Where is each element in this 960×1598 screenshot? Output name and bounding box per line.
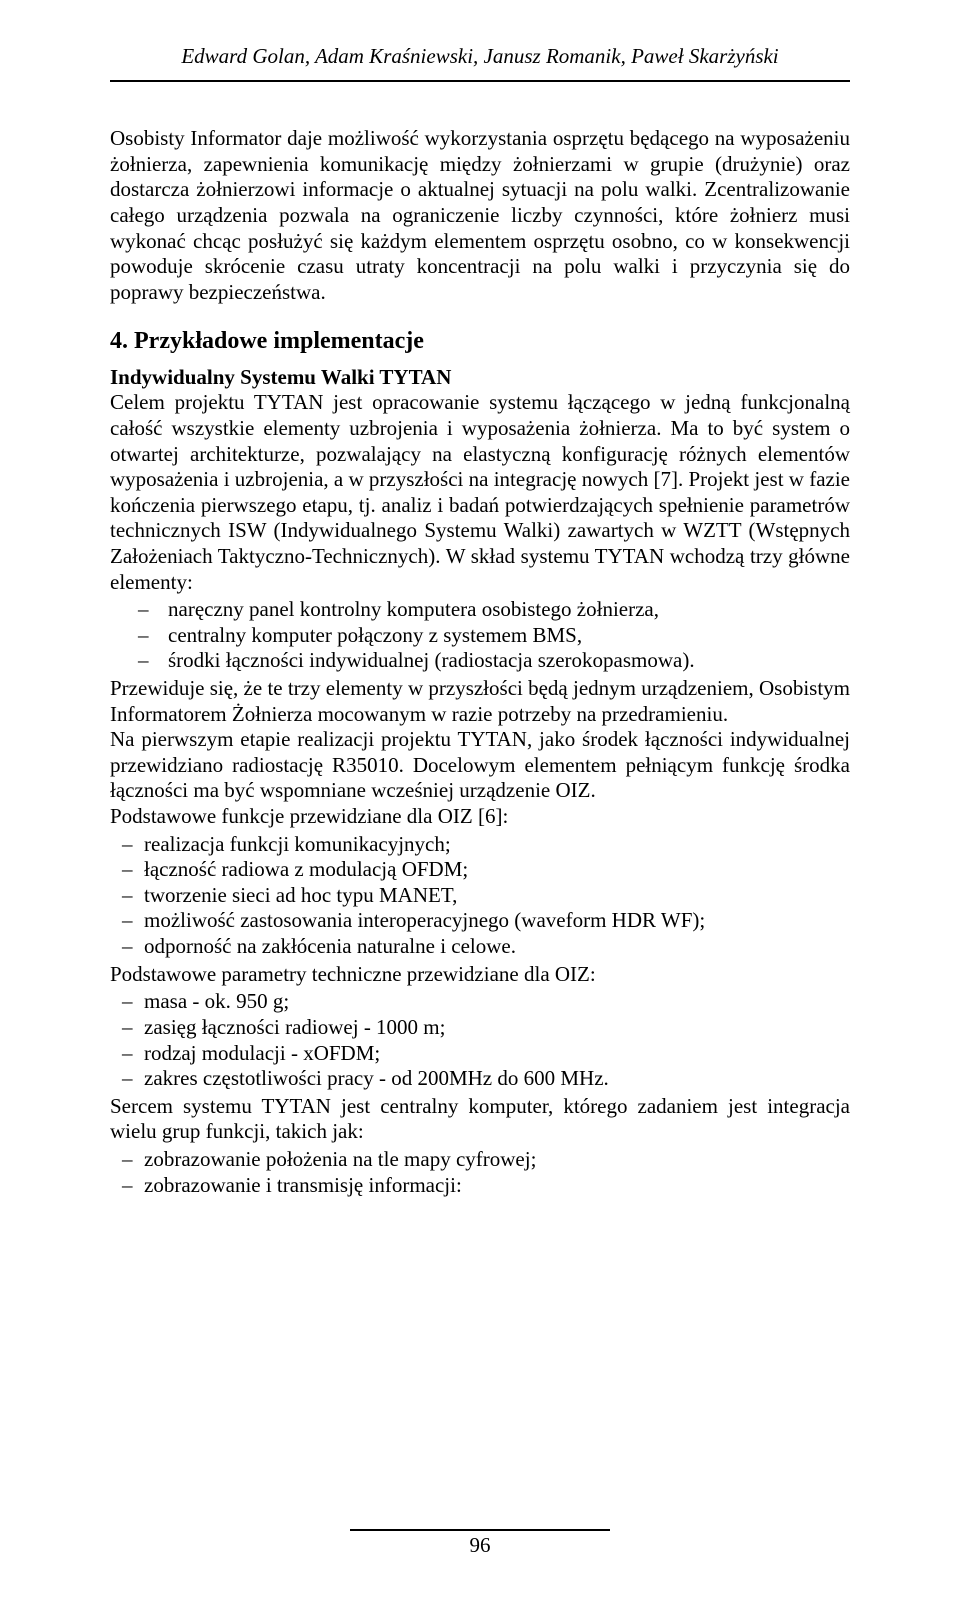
list-item: naręczny panel kontrolny komputera osobi… [168, 597, 850, 623]
list-item: zobrazowanie i transmisję informacji: [144, 1173, 850, 1199]
list-item: zakres częstotliwości pracy - od 200MHz … [144, 1066, 850, 1092]
list-item: zasięg łączności radiowej - 1000 m; [144, 1015, 850, 1041]
paragraph: Na pierwszym etapie realizacji projektu … [110, 727, 850, 804]
list-item: odporność na zakłócenia naturalne i celo… [144, 934, 850, 960]
subheading: Indywidualny Systemu Walki TYTAN [110, 365, 850, 391]
paragraph: Sercem systemu TYTAN jest centralny komp… [110, 1094, 850, 1145]
paragraph: Osobisty Informator daje możliwość wykor… [110, 126, 850, 305]
list-item: zobrazowanie położenia na tle mapy cyfro… [144, 1147, 850, 1173]
page-number: 96 [110, 1533, 850, 1558]
section-heading: 4. Przykładowe implementacje [110, 327, 850, 356]
bullet-list: masa - ok. 950 g; zasięg łączności radio… [110, 989, 850, 1091]
paragraph: Przewiduje się, że te trzy elementy w pr… [110, 676, 850, 727]
list-item: rodzaj modulacji - xOFDM; [144, 1041, 850, 1067]
paragraph: Celem projektu TYTAN jest opracowanie sy… [110, 390, 850, 595]
list-item: łączność radiowa z modulacją OFDM; [144, 857, 850, 883]
list-item: realizacja funkcji komunikacyjnych; [144, 832, 850, 858]
list-item: środki łączności indywidualnej (radiosta… [168, 648, 850, 674]
running-head: Edward Golan, Adam Kraśniewski, Janusz R… [110, 44, 850, 68]
paragraph: Podstawowe parametry techniczne przewidz… [110, 962, 850, 988]
bullet-list: naręczny panel kontrolny komputera osobi… [110, 597, 850, 674]
divider [110, 82, 850, 126]
page-footer: 96 [110, 1529, 850, 1558]
bullet-list: realizacja funkcji komunikacyjnych; łącz… [110, 832, 850, 960]
page: Edward Golan, Adam Kraśniewski, Janusz R… [0, 0, 960, 1598]
list-item: centralny komputer połączony z systemem … [168, 623, 850, 649]
body: Osobisty Informator daje możliwość wykor… [110, 126, 850, 1198]
bullet-list: zobrazowanie położenia na tle mapy cyfro… [110, 1147, 850, 1198]
list-item: tworzenie sieci ad hoc typu MANET, [144, 883, 850, 909]
list-item: masa - ok. 950 g; [144, 989, 850, 1015]
footer-rule [350, 1529, 610, 1531]
paragraph: Podstawowe funkcje przewidziane dla OIZ … [110, 804, 850, 830]
list-item: możliwość zastosowania interoperacyjnego… [144, 908, 850, 934]
